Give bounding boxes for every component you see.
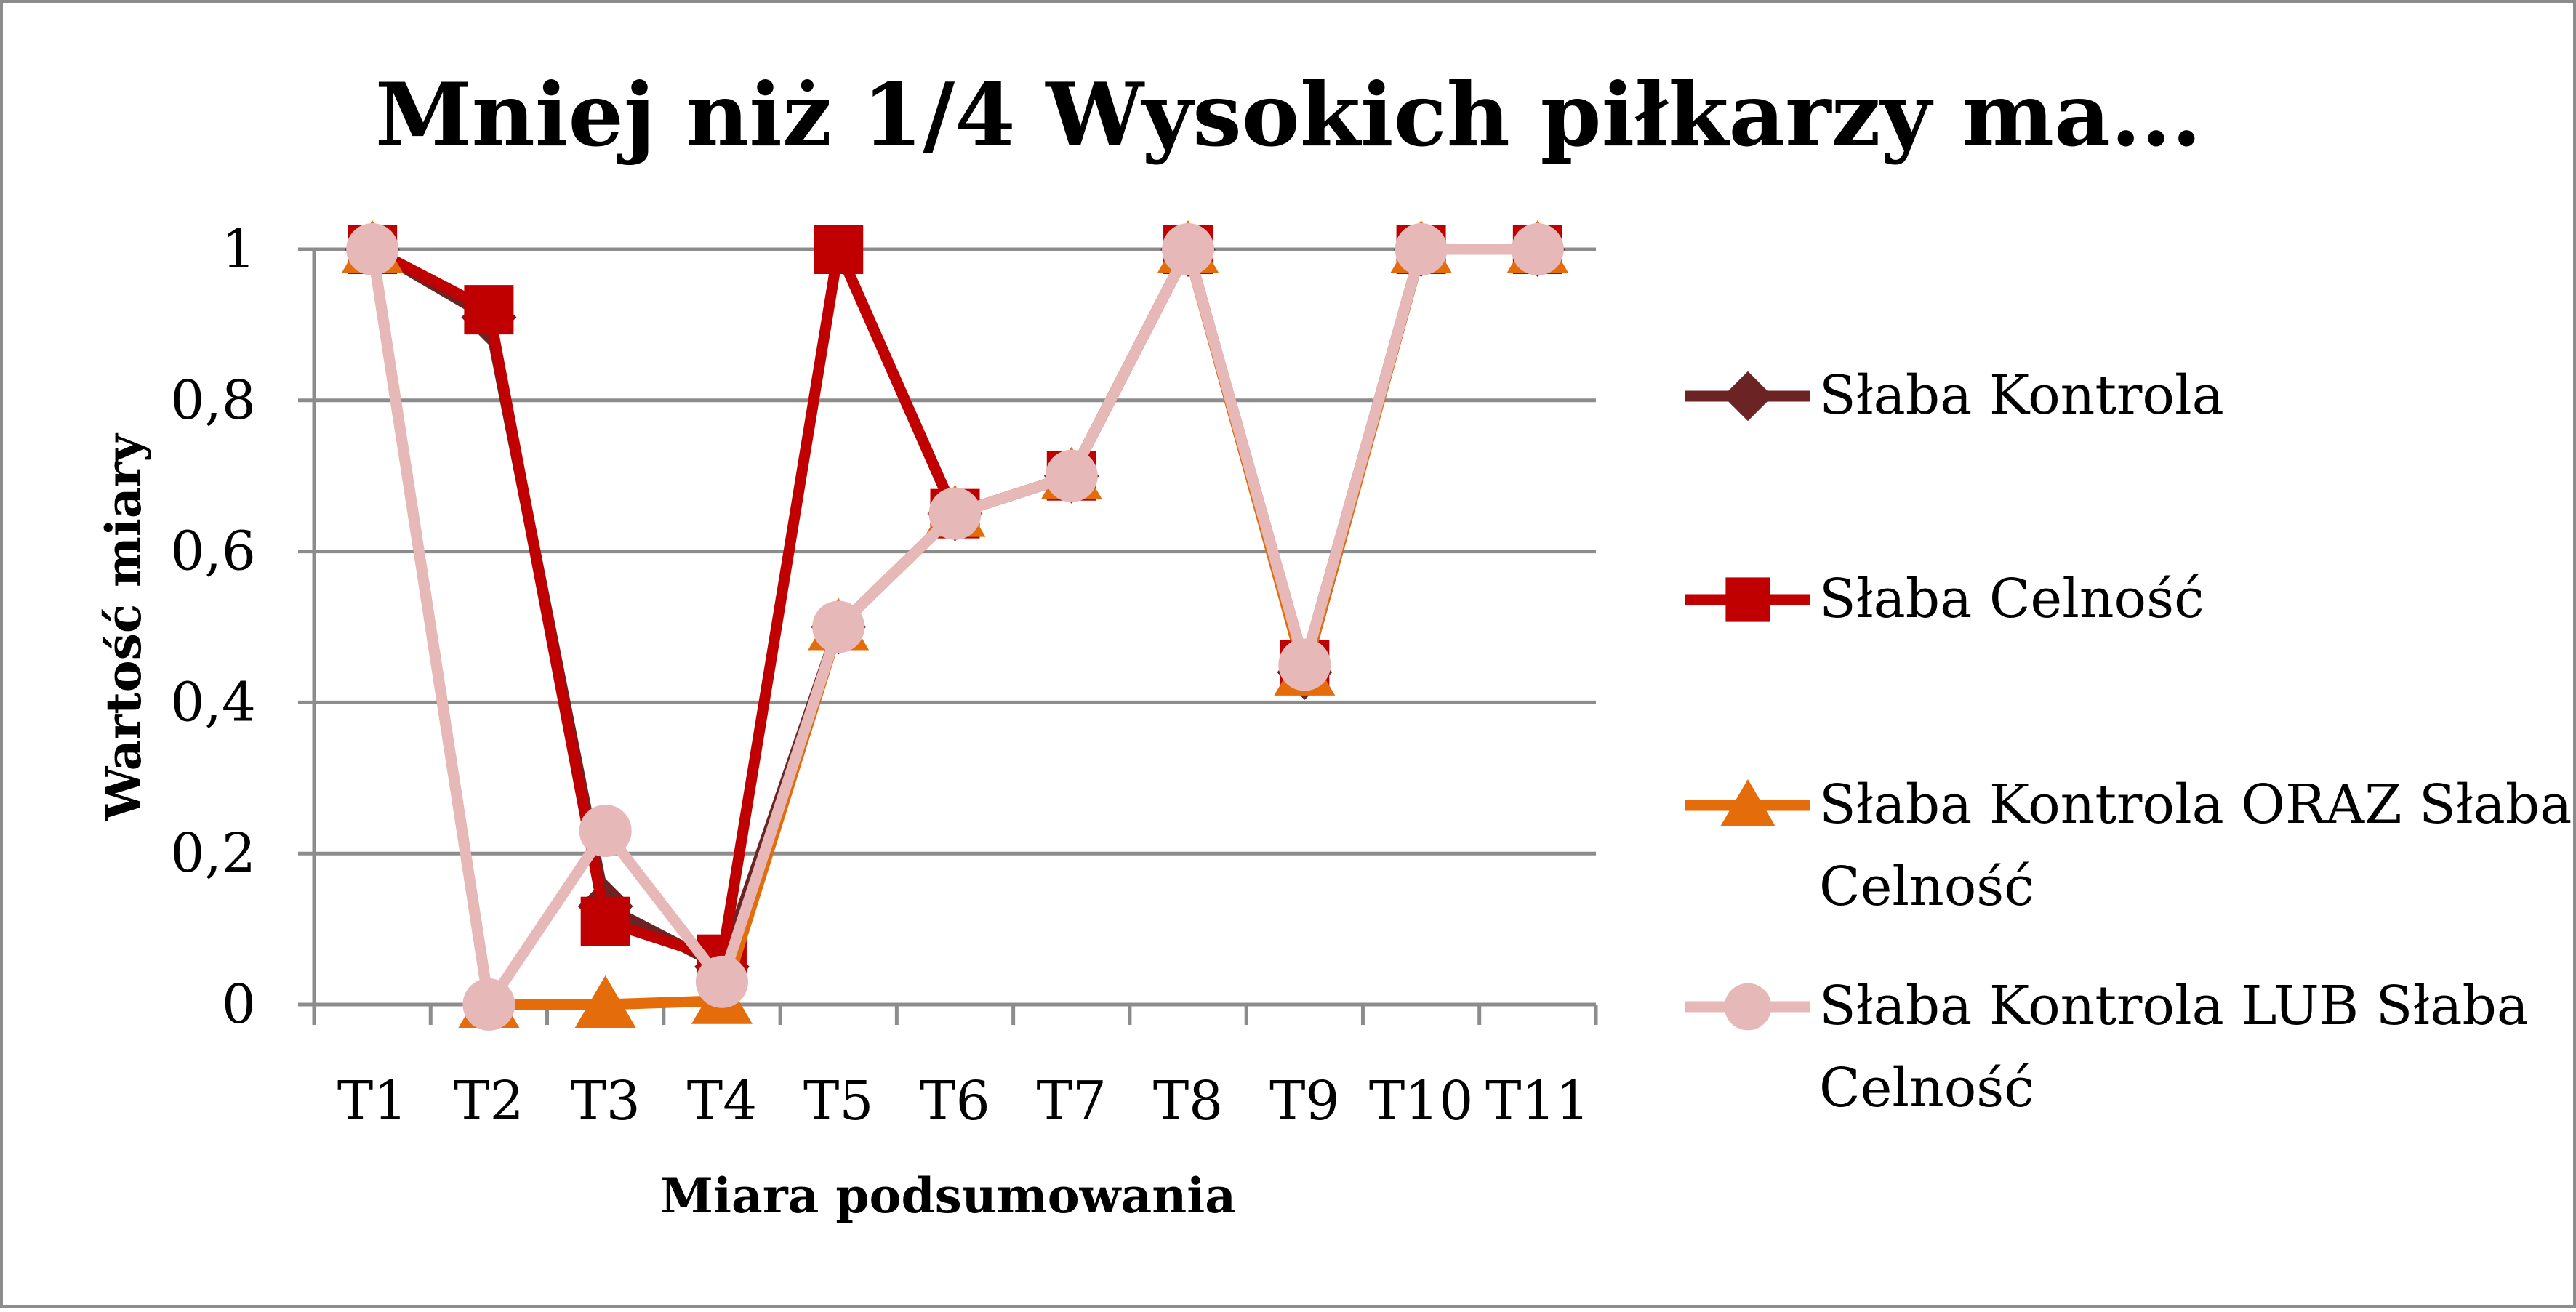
x-axis-ticks: T1 T2 T3 T4 T5 T6 T7 T8 T9 T10 T11 (337, 1070, 1590, 1132)
y-tick-label: 0,4 (170, 671, 256, 733)
x-tick-label: T2 (454, 1070, 523, 1132)
legend-swatch-marker (1722, 371, 1773, 422)
x-tick-label: T9 (1269, 1070, 1339, 1132)
data-point (1045, 449, 1098, 502)
data-point (464, 285, 514, 335)
y-tick-label: 1 (222, 218, 256, 281)
y-tick-label: 0,2 (170, 822, 256, 885)
data-point (814, 225, 864, 274)
data-point (462, 978, 515, 1031)
legend-swatch-marker (1724, 983, 1772, 1031)
chart-title: Mniej niż 1/4 Wysokich piłkarzy ma... (375, 64, 2202, 166)
x-tick-label: T4 (687, 1070, 757, 1132)
x-axis-title: Miara podsumowania (660, 1167, 1236, 1224)
legend-item-2: Słaba Celność (1685, 568, 2204, 630)
legend-item-3: Słaba Kontrola ORAZ Słaba Celność (1685, 773, 2572, 918)
legend-swatch-marker (1725, 577, 1770, 622)
data-point (695, 955, 748, 1008)
data-point (928, 487, 982, 540)
legend-swatch-marker (1720, 779, 1775, 826)
legend-label: Słaba Kontrola ORAZ Słaba (1819, 773, 2572, 836)
data-point (580, 896, 630, 946)
data-point (1395, 223, 1448, 275)
y-tick-label: 0,6 (170, 520, 256, 583)
gridlines (314, 247, 1596, 856)
y-axis-title: Wartość miary (95, 433, 152, 821)
legend: Słaba Kontrola Słaba Celność Słaba Kontrol… (1685, 364, 2572, 1119)
x-tick-label: T6 (920, 1070, 990, 1132)
data-point (1278, 638, 1331, 691)
legend-label: Celność (1819, 856, 2034, 918)
legend-label: Słaba Kontrola LUB Słaba (1819, 975, 2529, 1037)
y-tick-label: 0,8 (170, 369, 256, 432)
data-point (1162, 223, 1215, 275)
data-point (574, 975, 636, 1028)
x-tick-label: T1 (337, 1070, 407, 1132)
legend-label: Celność (1819, 1057, 2034, 1119)
series-4 (346, 223, 1564, 1031)
x-tick-label: T11 (1485, 1070, 1590, 1132)
legend-label: Słaba Kontrola (1819, 364, 2224, 427)
x-tick-label: T5 (803, 1070, 873, 1132)
x-tick-label: T10 (1369, 1070, 1474, 1132)
data-point (346, 223, 399, 275)
legend-item-1: Słaba Kontrola (1685, 364, 2224, 427)
series-group (342, 220, 1568, 1031)
x-tick-label: T8 (1153, 1070, 1223, 1132)
y-tick-label: 0 (222, 973, 256, 1036)
data-point (579, 805, 632, 858)
x-tick-label: T7 (1037, 1070, 1107, 1132)
y-axis-ticks: 0 0,2 0,4 0,6 0,8 1 (170, 218, 256, 1036)
legend-item-4: Słaba Kontrola LUB Słaba Celność (1685, 975, 2529, 1119)
x-tick-label: T3 (570, 1070, 640, 1132)
data-point (812, 600, 865, 653)
legend-label: Słaba Celność (1819, 568, 2204, 630)
data-point (1511, 223, 1564, 275)
